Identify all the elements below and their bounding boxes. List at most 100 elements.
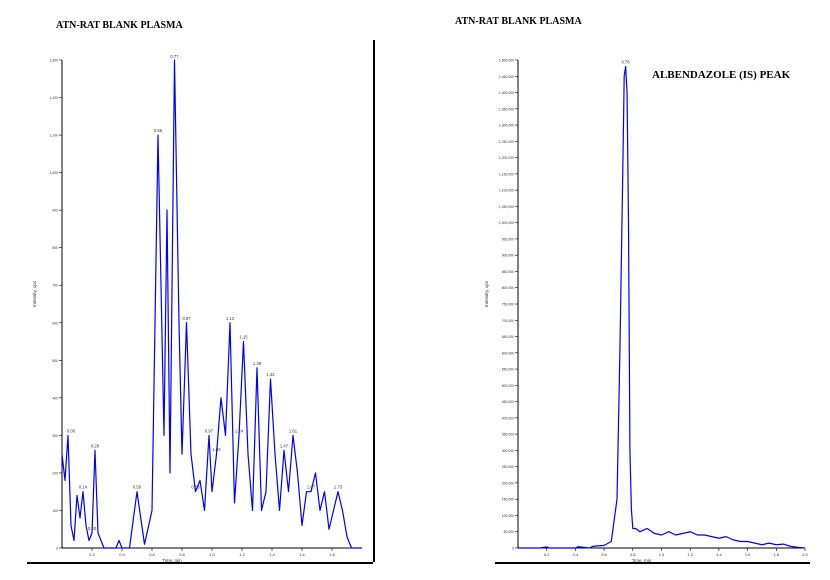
peak-label: 0.20 [88, 526, 97, 531]
y-tick-label: 150,000 [502, 498, 514, 502]
y-tick-label: 100 [52, 509, 58, 513]
y-tick-label: 800,000 [502, 286, 514, 290]
x-axis-label: Time, min [162, 558, 182, 563]
peak-label: 0.97 [205, 428, 214, 433]
y-tick-label: 1,300,000 [499, 124, 514, 128]
y-tick-label: 1,500,000 [499, 59, 514, 63]
peak-label: 1.03 [212, 447, 221, 452]
x-tick-label: 0.8 [179, 552, 185, 557]
peak-label: 1.38 [253, 361, 262, 366]
x-tick-label: 1.6 [299, 552, 305, 557]
chart-left: 0 100 200 300 400 500 600 700 800 900 1,000 1,100 1,… [32, 54, 362, 563]
y-tick-label: 350,000 [502, 433, 514, 437]
y-tick-label: 200 [52, 471, 58, 475]
y-tick-label: 1,300 [50, 59, 59, 63]
peak-label: 1.73 [334, 485, 343, 490]
x-tick-label: 0.2 [89, 552, 95, 557]
x-tick-label: 1.4 [269, 552, 275, 557]
y-tick-label: 1,450,000 [499, 75, 514, 79]
panel-divider [373, 40, 375, 562]
x-tick-label: 2.0 [802, 552, 808, 557]
y-tick-label: 100,000 [502, 514, 514, 518]
x-tick-label: 1.8 [774, 552, 780, 557]
y-tick-label: 850,000 [502, 270, 514, 274]
x-tick-label: 0.2 [544, 552, 550, 557]
series-line [518, 65, 806, 549]
y-tick-label: 0 [512, 547, 514, 551]
y-tick-label: 1,200 [50, 96, 59, 100]
y-tick-label: 400,000 [502, 416, 514, 420]
peak-label: 0.14 [79, 485, 88, 490]
peak-label: 1.67 [307, 485, 316, 490]
y-tick-label: 300 [52, 434, 58, 438]
is-peak-annotation: ALBENDAZOLE (IS) PEAK [652, 69, 791, 81]
x-tick-label: 1.2 [239, 552, 245, 557]
y-tick-label: 600 [52, 321, 58, 325]
peak-label: 1.15 [239, 335, 248, 340]
y-axis-label: Intensity, cps [32, 280, 37, 307]
peak-label: 0.50 [133, 485, 142, 490]
y-tick-label: 600,000 [502, 351, 514, 355]
x-tick-label: 1.0 [209, 552, 215, 557]
y-tick-label: 800 [52, 246, 58, 250]
y-tick-label: 700,000 [502, 319, 514, 323]
y-tick-label: 400 [52, 396, 58, 400]
x-tick-label: 1.0 [659, 552, 665, 557]
y-tick-label: 1,100 [50, 134, 59, 138]
y-tick-label: 50,000 [504, 530, 514, 534]
x-tick-label: 0.4 [573, 552, 579, 557]
y-tick-label: 750,000 [502, 303, 514, 307]
y-tick-label: 1,350,000 [499, 107, 514, 111]
x-tick-label: 1.6 [745, 552, 751, 557]
y-tick-label: 1,050,000 [499, 205, 514, 209]
peak-label: 0.76 [622, 60, 631, 65]
x-tick-label: 0.4 [119, 552, 125, 557]
x-tick-label: 1.4 [716, 552, 722, 557]
peak-label: 0.28 [91, 443, 100, 448]
y-tick-label: 1,150,000 [499, 172, 514, 176]
peak-label: 0.06 [67, 428, 76, 433]
y-tick-label: 900,000 [502, 254, 514, 258]
peak-label: 0.77 [170, 54, 179, 59]
y-tick-label: 700 [52, 284, 58, 288]
bottom-line-right [495, 562, 810, 564]
x-tick-label: 1.2 [687, 552, 693, 557]
x-tick-label: 0.6 [601, 552, 607, 557]
x-tick-label: 1.8 [329, 552, 335, 557]
y-tick-label: 550,000 [502, 368, 514, 372]
y-axis-label: Intensity, cps [484, 280, 489, 307]
chart-title-left: ATN-RAT BLANK PLASMA [56, 20, 183, 31]
y-tick-label: 200,000 [502, 481, 514, 485]
y-tick-label: 1,200,000 [499, 156, 514, 160]
y-tick-label: 300,000 [502, 449, 514, 453]
x-tick-label: 0.8 [630, 552, 636, 557]
y-tick-label: 650,000 [502, 335, 514, 339]
peak-label: 0.88 [191, 485, 200, 490]
series-line [61, 59, 362, 549]
y-tick-label: 500,000 [502, 384, 514, 388]
y-tick-label: 1,000,000 [499, 221, 514, 225]
peak-label: 1.61 [289, 428, 298, 433]
x-axis-label: Time, min [632, 558, 652, 563]
y-tick-label: 1,000 [50, 171, 59, 175]
y-tick-label: 1,250,000 [499, 140, 514, 144]
y-tick-label: 1,400,000 [499, 91, 514, 95]
peak-label: 0.66 [154, 128, 163, 133]
y-tick-label: 1,100,000 [499, 189, 514, 193]
chart-right: 0 50,000 100,000 150,000 200,000 250,000 300,0… [484, 59, 809, 564]
y-tick-label: 900 [52, 209, 58, 213]
peak-label: 0.87 [182, 316, 191, 321]
y-tick-label: 950,000 [502, 237, 514, 241]
peak-label: 1.13 [226, 316, 235, 321]
y-tick-label: 450,000 [502, 400, 514, 404]
y-tick-label: 0 [56, 547, 58, 551]
bottom-line-left [27, 562, 373, 564]
peak-label: 1.47 [280, 443, 289, 448]
x-tick-label: 0.6 [149, 552, 155, 557]
chart-title-right: ATN-RAT BLANK PLASMA [455, 16, 582, 27]
y-tick-label: 250,000 [502, 465, 514, 469]
peak-label: 1.42 [266, 372, 275, 377]
peak-label: 1.24 [235, 428, 244, 433]
y-tick-label: 500 [52, 359, 58, 363]
